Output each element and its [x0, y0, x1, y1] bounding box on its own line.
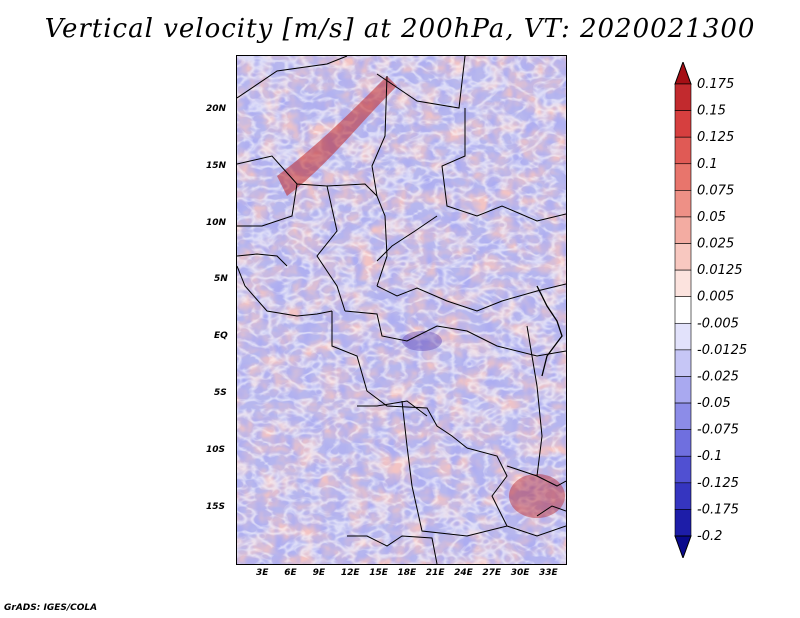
colorbar-level-label: 0.005 [697, 290, 734, 305]
lon-tick-label: 3E [256, 568, 269, 578]
grads-credit: GrADS: IGES/COLA [4, 603, 98, 613]
lat-tick-label: EQ [214, 331, 228, 342]
colorbar-level-label: -0.005 [697, 316, 739, 331]
colorbar-swatch [674, 269, 692, 298]
colorbar-swatch [674, 376, 692, 404]
lon-tick-label: 21E [425, 568, 445, 578]
colorbar-swatch [674, 455, 692, 484]
colorbar-swatch [674, 322, 692, 351]
lat-tick-label: 15N [206, 160, 227, 171]
lon-tick-label: 6E [284, 568, 297, 578]
colorbar-level-label: 0.125 [697, 130, 734, 145]
colorbar-swatch [674, 349, 692, 377]
colorbar-swatch [674, 163, 692, 191]
map-panel [236, 55, 567, 565]
lon-tick-label: 33E [539, 568, 558, 578]
colorbar-level-label: -0.1 [697, 449, 722, 464]
colorbar-swatch [674, 190, 692, 218]
lon-tick-label: 27E [482, 568, 502, 578]
lon-tick-label: 24E [454, 568, 473, 578]
colorbar-level-label: -0.075 [697, 423, 739, 438]
colorbar-level-label: -0.2 [697, 529, 722, 544]
colorbar-level-label: 0.175 [697, 77, 734, 92]
colorbar-level-label: 0.075 [697, 183, 734, 198]
colorbar-level-label: 0.025 [697, 237, 734, 252]
lat-tick-label: 5S [214, 388, 227, 398]
colorbar-level-label: -0.125 [697, 476, 739, 491]
lat-tick-label: 5N [214, 274, 228, 285]
lon-tick-label: 12E [340, 568, 360, 578]
colorbar-swatch [674, 110, 692, 138]
colorbar-level-label: 0.05 [697, 210, 726, 225]
colorbar-bottom-arrow [674, 535, 692, 558]
lat-tick-label: 20N [206, 104, 227, 114]
colorbar-swatch [674, 509, 692, 537]
vertical-velocity-field [237, 56, 566, 564]
colorbar-level-label: -0.05 [697, 396, 731, 411]
map-title: Vertical velocity [m/s] at 200hPa, VT: 2… [44, 14, 756, 44]
colorbar-swatch [674, 482, 692, 510]
colorbar-swatch [674, 243, 692, 271]
lon-tick-label: 18E [397, 568, 417, 578]
lon-tick-label: 15E [369, 568, 388, 578]
colorbar-top-arrow [674, 62, 692, 85]
lon-tick-label: 9E [312, 568, 326, 578]
colorbar-level-label: 0.15 [697, 104, 726, 119]
colorbar-swatch [674, 83, 692, 111]
colorbar-swatch [674, 136, 692, 165]
lon-tick-label: 30E [510, 568, 530, 578]
colorbar-level-label: -0.0125 [697, 343, 747, 358]
colorbar-legend: 0.175 0.15 0.125 0.1 0.075 0.05 0.025 0.0125 0.0… [674, 62, 747, 558]
lat-tick-label: 15S [206, 501, 226, 512]
colorbar-swatch [674, 296, 692, 324]
colorbar-swatch [674, 429, 692, 457]
colorbar-level-label: -0.175 [697, 502, 739, 517]
colorbar-level-label: -0.025 [697, 369, 739, 384]
lat-tick-label: 10N [206, 217, 227, 228]
colorbar-swatch [674, 402, 692, 430]
colorbar-level-label: 0.0125 [697, 263, 743, 278]
colorbar-swatch [674, 216, 692, 244]
colorbar-level-label: 0.1 [697, 157, 718, 172]
lat-tick-label: 10S [206, 444, 226, 455]
